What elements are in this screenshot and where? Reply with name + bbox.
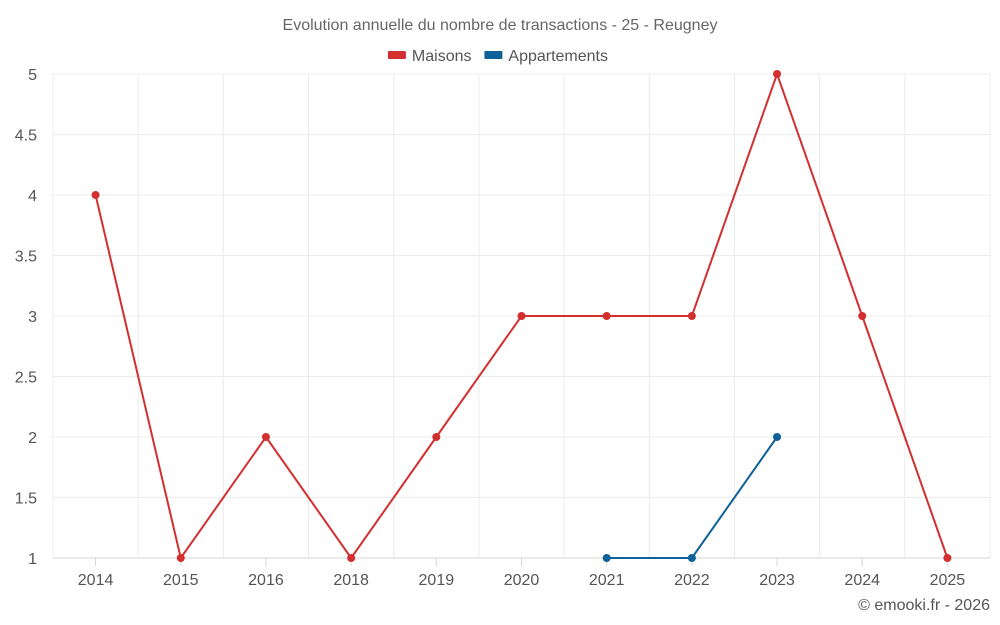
legend-label[interactable]: Maisons	[412, 48, 472, 65]
x-tick-label: 2018	[333, 572, 369, 589]
x-tick-label: 2024	[844, 572, 880, 589]
legend-swatch[interactable]	[484, 51, 503, 59]
y-tick-label: 4	[28, 188, 37, 205]
data-point-maisons[interactable]	[517, 312, 526, 320]
y-tick-label: 3.5	[15, 249, 37, 266]
x-tick-label: 2021	[589, 572, 625, 589]
data-point-appartements[interactable]	[687, 554, 696, 562]
chart-title: Evolution annuelle du nombre de transact…	[283, 17, 718, 34]
y-tick-label: 5	[28, 67, 37, 84]
legend-swatch[interactable]	[387, 51, 406, 59]
data-point-maisons[interactable]	[91, 191, 100, 199]
x-tick-label: 2019	[419, 572, 455, 589]
x-tick-label: 2020	[504, 572, 540, 589]
x-tick-label: 2022	[674, 572, 710, 589]
x-tick-label: 2025	[930, 572, 966, 589]
copyright-footer: © emooki.fr - 2026	[858, 597, 990, 614]
data-point-maisons[interactable]	[943, 554, 952, 562]
grid	[52, 73, 991, 559]
data-point-maisons[interactable]	[347, 554, 356, 562]
data-point-appartements[interactable]	[602, 554, 611, 562]
data-point-appartements[interactable]	[773, 433, 782, 441]
data-point-maisons[interactable]	[602, 312, 611, 320]
x-tick-label: 2014	[78, 572, 114, 589]
data-point-maisons[interactable]	[176, 554, 185, 562]
y-tick-label: 1	[28, 551, 37, 568]
x-tick-label: 2015	[163, 572, 199, 589]
data-point-maisons[interactable]	[261, 433, 270, 441]
data-point-maisons[interactable]	[432, 433, 441, 441]
x-tick-label: 2023	[759, 572, 795, 589]
x-tick-label: 2016	[248, 572, 284, 589]
data-point-maisons[interactable]	[858, 312, 867, 320]
x-axis-ticks: 2014 2015 2016 2018 2019 2020 2021 2022 2023 2024…	[78, 558, 966, 589]
y-tick-label: 1.5	[15, 491, 37, 508]
legend: Maisons Appartements	[387, 48, 608, 65]
series-layer	[91, 70, 952, 562]
y-axis-ticks: 1 1.5 2 2.5 3 3.5 4 4.5 5	[15, 67, 37, 568]
y-tick-label: 2.5	[15, 370, 37, 387]
y-tick-label: 3	[28, 309, 37, 326]
y-tick-label: 4.5	[15, 128, 37, 145]
data-point-maisons[interactable]	[773, 70, 782, 78]
legend-label[interactable]: Appartements	[508, 48, 608, 65]
data-point-maisons[interactable]	[687, 312, 696, 320]
y-tick-label: 2	[28, 430, 37, 447]
